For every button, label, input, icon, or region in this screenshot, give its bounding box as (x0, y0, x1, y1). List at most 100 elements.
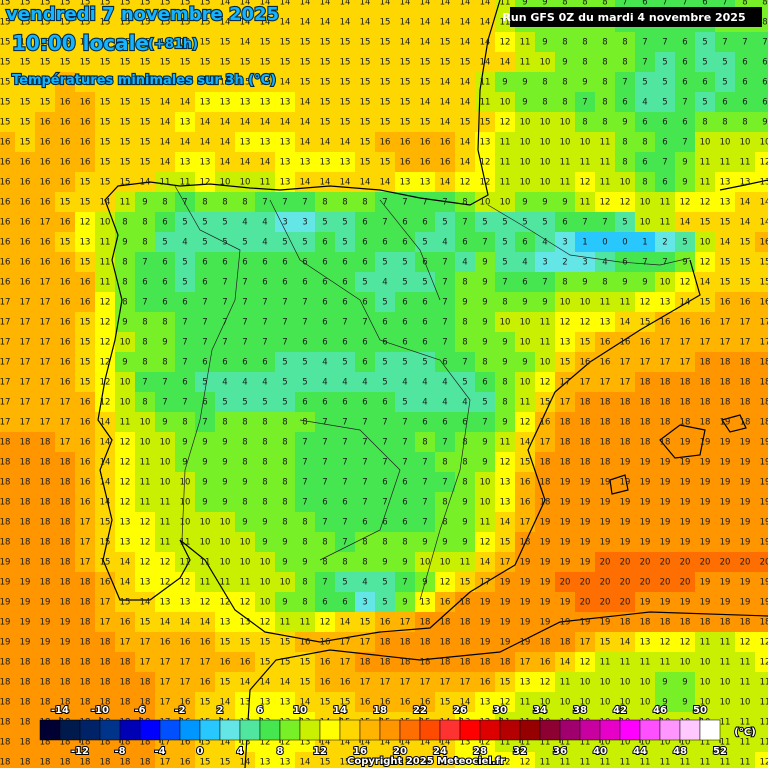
temperature-value: 5 (282, 238, 287, 248)
temperature-value: 15 (400, 58, 411, 68)
temperature-cell (695, 272, 716, 293)
temperature-value: 6 (642, 0, 647, 8)
temperature-value: 11 (620, 758, 631, 768)
temperature-value: 15 (80, 378, 91, 388)
temperature-value: 6 (222, 258, 227, 268)
temperature-value: 12 (160, 558, 171, 568)
temperature-value: 14 (500, 58, 511, 68)
temperature-cell (295, 512, 316, 533)
temperature-cell (175, 252, 196, 273)
temperature-value: 19 (480, 638, 491, 648)
temperature-value: 19 (620, 478, 631, 488)
temperature-value: 6 (202, 258, 207, 268)
temperature-cell (195, 572, 216, 593)
temperature-cell (635, 112, 656, 133)
temperature-cell (95, 612, 116, 633)
temperature-cell (135, 612, 156, 633)
temperature-value: 11 (160, 178, 171, 188)
temperature-value: 18 (440, 638, 451, 648)
temperature-cell (75, 12, 96, 33)
temperature-value: 8 (322, 558, 327, 568)
temperature-value: 13 (240, 698, 251, 708)
temperature-value: 15 (200, 758, 211, 768)
temperature-cell (655, 192, 676, 213)
temperature-cell (615, 52, 636, 73)
temperature-value: 18 (460, 638, 471, 648)
temperature-cell (95, 652, 116, 673)
temperature-cell (515, 572, 536, 593)
temperature-value: 20 (580, 598, 591, 608)
temperature-cell (195, 0, 216, 13)
temperature-value: 8 (342, 198, 347, 208)
temperature-cell (755, 92, 768, 113)
temperature-cell (295, 252, 316, 273)
temperature-value: 12 (440, 578, 451, 588)
temperature-cell (375, 272, 396, 293)
temperature-cell (375, 232, 396, 253)
temperature-cell (555, 192, 576, 213)
temperature-value: 15 (100, 558, 111, 568)
temperature-value: 6 (402, 238, 407, 248)
temperature-cell (275, 92, 296, 113)
temperature-cell (735, 432, 756, 453)
temperature-cell (395, 192, 416, 213)
temperature-cell (755, 132, 768, 153)
temperature-cell (475, 352, 496, 373)
temperature-value: 7 (322, 578, 327, 588)
temperature-cell (215, 412, 236, 433)
temperature-value: 11 (140, 458, 151, 468)
temperature-value: 16 (400, 698, 411, 708)
temperature-cell (555, 132, 576, 153)
temperature-value: 13 (640, 638, 651, 648)
temperature-cell (515, 472, 536, 493)
temperature-value: 18 (620, 438, 631, 448)
temperature-cell (235, 452, 256, 473)
temperature-cell (355, 32, 376, 53)
temperature-value: 12 (600, 198, 611, 208)
temperature-value: 0 (622, 238, 627, 248)
temperature-cell (155, 452, 176, 473)
temperature-cell (595, 472, 616, 493)
temperature-value: 7 (742, 38, 747, 48)
temperature-cell (195, 92, 216, 113)
temperature-cell (135, 632, 156, 653)
temperature-value: 19 (600, 618, 611, 628)
temperature-value: 18 (560, 418, 571, 428)
temperature-cell (35, 32, 56, 53)
temperature-cell (35, 12, 56, 33)
temperature-value: 14 (620, 638, 631, 648)
temperature-value: 17 (640, 358, 651, 368)
temperature-cell (0, 12, 16, 33)
temperature-value: 17 (680, 358, 691, 368)
temperature-cell (95, 452, 116, 473)
temperature-value: 15 (100, 98, 111, 108)
temperature-cell (755, 32, 768, 53)
temperature-cell (75, 412, 96, 433)
temperature-cell (555, 492, 576, 513)
temperature-cell (135, 92, 156, 113)
temperature-value: 11 (760, 718, 768, 728)
temperature-cell (35, 172, 56, 193)
temperature-value: 15 (320, 58, 331, 68)
temperature-value: 14 (100, 418, 111, 428)
temperature-cell (715, 72, 736, 93)
temperature-cell (55, 352, 76, 373)
temperature-value: 5 (502, 238, 507, 248)
temperature-value: 6 (322, 498, 327, 508)
temperature-value: 11 (480, 98, 491, 108)
temperature-value: 6 (202, 278, 207, 288)
temperature-cell (575, 632, 596, 653)
temperature-cell (355, 632, 376, 653)
temperature-value: 7 (202, 418, 207, 428)
temperature-cell (515, 152, 536, 173)
temperature-cell (0, 332, 16, 353)
temperature-cell (55, 572, 76, 593)
temperature-value: 7 (182, 358, 187, 368)
temperature-cell (655, 72, 676, 93)
temperature-value: 14 (680, 218, 691, 228)
temperature-value: 6 (442, 418, 447, 428)
temperature-cell (395, 592, 416, 613)
temperature-cell (15, 332, 36, 353)
temperature-value: 12 (500, 118, 511, 128)
